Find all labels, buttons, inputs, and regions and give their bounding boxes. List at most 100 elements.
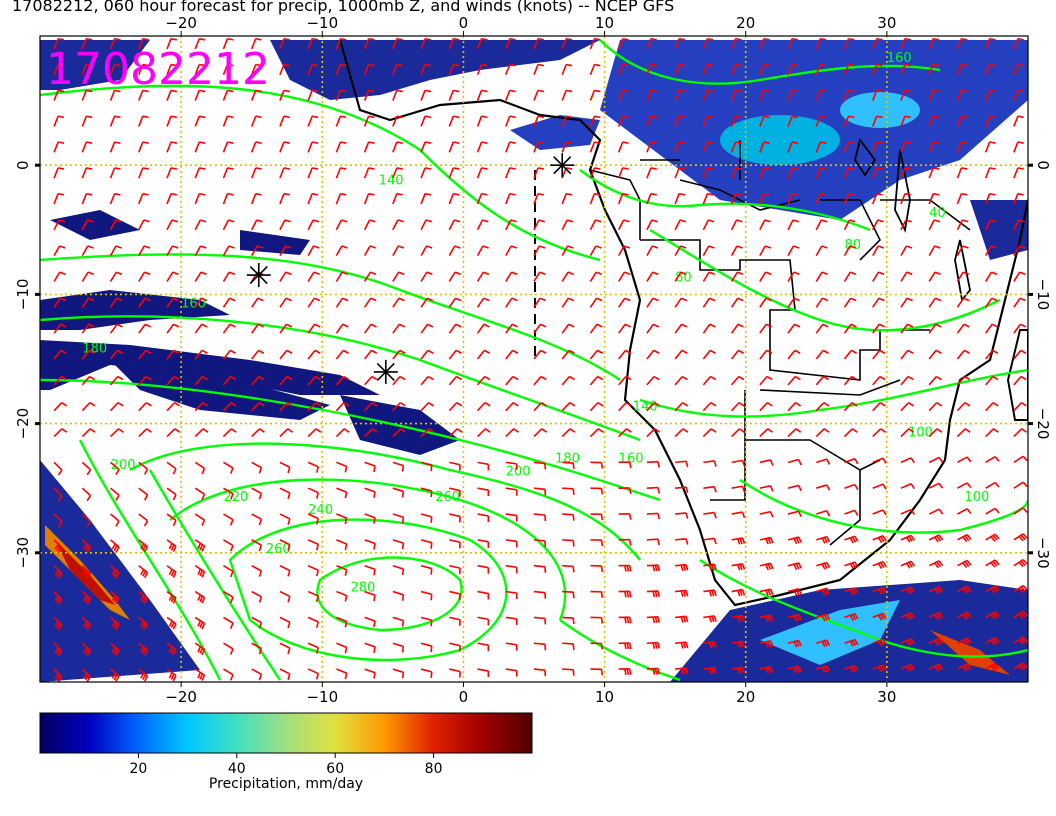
- wind-barb: [449, 461, 461, 471]
- wind-barb: [109, 219, 122, 231]
- wind-barb: [900, 245, 913, 257]
- wind-barb: [561, 401, 576, 412]
- wind-barb: [505, 63, 516, 76]
- wind-barb: [138, 668, 149, 682]
- wind-barb: [646, 167, 657, 179]
- wind-barb: [900, 349, 914, 360]
- wind-barb: [871, 167, 883, 179]
- wind-barb: [279, 37, 290, 50]
- wind-barb: [138, 461, 149, 475]
- wind-barb: [872, 509, 887, 516]
- wind-barb: [138, 37, 149, 50]
- wind-barb: [53, 461, 63, 476]
- wind-barb: [449, 616, 461, 626]
- wind-barb: [900, 401, 914, 412]
- wind-barb: [307, 590, 319, 603]
- wind-barb: [843, 271, 857, 282]
- wind-barb: [166, 428, 181, 438]
- contour-line: [599, 39, 941, 85]
- wind-barb: [1013, 323, 1027, 334]
- wind-barb: [194, 642, 206, 656]
- wind-barb: [505, 375, 519, 386]
- wind-barb: [505, 297, 518, 308]
- wind-barb: [476, 192, 488, 205]
- wind-barb: [1013, 375, 1027, 386]
- wind-barb: [646, 37, 657, 50]
- wind-barb: [250, 89, 262, 101]
- wind-barb: [53, 192, 65, 205]
- wind-barb: [81, 89, 93, 101]
- wind-barb: [53, 565, 63, 579]
- wind-barb: [448, 192, 460, 205]
- wind-barb: [759, 459, 774, 466]
- wind-barb: [1013, 636, 1028, 645]
- wind-barb: [392, 271, 405, 282]
- wind-barb: [279, 89, 290, 101]
- wind-barb: [618, 513, 632, 520]
- wind-barb: [194, 513, 206, 526]
- wind-barb: [476, 245, 489, 257]
- wind-barb: [110, 513, 120, 527]
- wind-barb: [364, 539, 376, 550]
- wind-barb: [336, 539, 348, 550]
- wind-barb: [335, 37, 347, 50]
- wind-barb: [166, 401, 180, 412]
- wind-barb: [730, 245, 743, 257]
- wind-barb: [646, 486, 661, 494]
- wind-barb: [1013, 559, 1028, 568]
- wind-barb: [222, 245, 235, 257]
- wind-barb: [336, 564, 348, 576]
- wind-barb: [166, 513, 177, 527]
- wind-barb: [815, 323, 829, 334]
- wind-barb: [505, 564, 518, 574]
- wind-barb: [194, 375, 208, 386]
- run-stamp: 17082212: [46, 44, 270, 95]
- wind-barb: [815, 115, 827, 127]
- wind-barb: [702, 167, 714, 179]
- wind-barb: [646, 349, 660, 360]
- precip-east-africa: [970, 200, 1028, 260]
- wind-barb: [843, 323, 857, 334]
- lat-tick-label-right: −30: [1034, 537, 1052, 569]
- wind-barb: [956, 401, 971, 412]
- wind-barb: [871, 37, 883, 50]
- wind-barb: [109, 375, 124, 386]
- wind-barb: [759, 115, 770, 127]
- lon-tick-label-bottom: 20: [736, 688, 755, 706]
- wind-barb: [561, 192, 573, 205]
- wind-barb: [618, 297, 631, 308]
- wind-barb: [166, 565, 177, 578]
- wind-barb: [392, 245, 405, 257]
- wind-barb: [110, 590, 120, 605]
- wind-barb: [420, 375, 434, 386]
- wind-barb: [335, 375, 350, 386]
- wind-barb: [900, 375, 914, 386]
- wind-barb: [81, 219, 94, 231]
- wind-barb: [815, 37, 827, 50]
- wind-barb: [816, 535, 831, 544]
- lon-tick-label-bottom: −10: [306, 688, 338, 706]
- wind-barb: [985, 636, 1000, 646]
- wind-barb: [618, 375, 632, 386]
- colorbar-gradient: [39, 712, 533, 754]
- wind-barb: [477, 461, 490, 471]
- wind-barb: [674, 375, 688, 386]
- wind-barb: [900, 297, 913, 308]
- wind-barb: [843, 167, 855, 179]
- wind-barb: [985, 349, 999, 360]
- wind-barb: [759, 614, 774, 622]
- wind-barb: [222, 349, 236, 360]
- wind-barb: [787, 562, 802, 570]
- wind-barb: [251, 323, 264, 334]
- wind-barb: [81, 616, 92, 631]
- wind-barb: [476, 219, 489, 231]
- wind-barb: [505, 590, 518, 600]
- wind-barb: [590, 668, 604, 676]
- wind-barb: [307, 297, 321, 308]
- wind-barb: [984, 297, 998, 308]
- wind-barb: [251, 428, 265, 438]
- wind-barb: [109, 297, 123, 308]
- wind-barb: [702, 297, 716, 308]
- wind-barb: [307, 89, 319, 101]
- wind-barb: [53, 401, 68, 412]
